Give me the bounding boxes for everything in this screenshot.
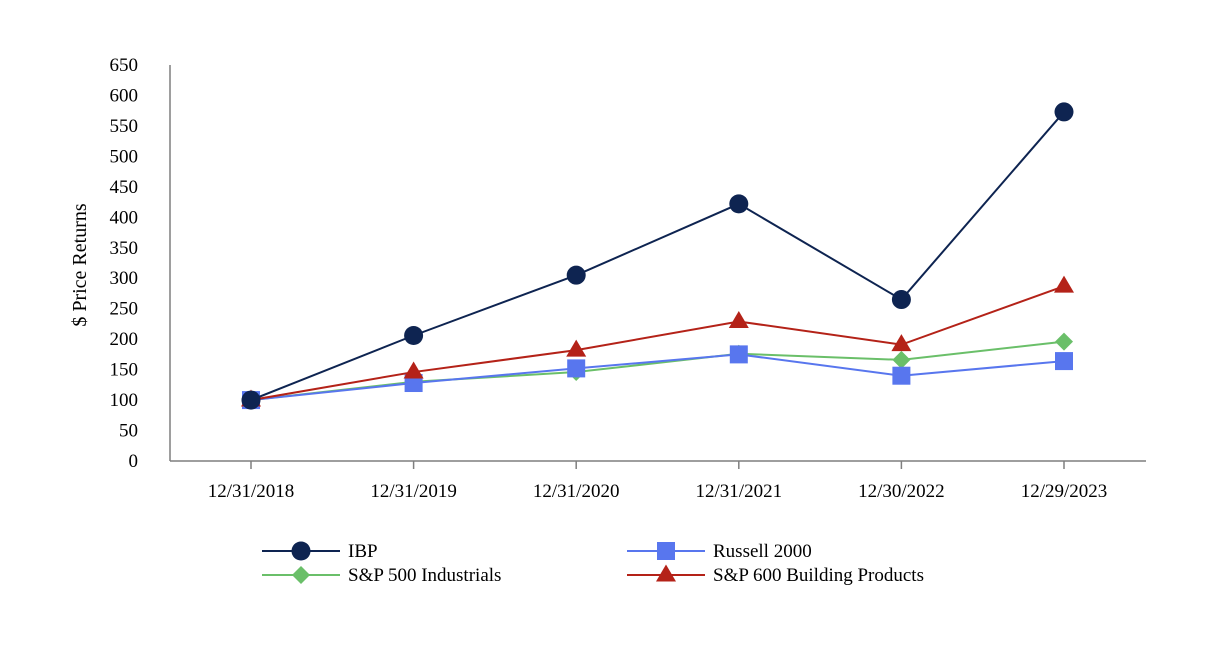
legend-label: S&P 500 Industrials (348, 565, 501, 586)
y-tick-label: 450 (110, 177, 139, 198)
data-point (1054, 102, 1074, 122)
series-line (250, 353, 1065, 402)
data-point (404, 374, 423, 393)
x-tick-label: 12/30/2022 (858, 481, 945, 502)
y-tick-label: 500 (110, 146, 139, 167)
legend-item: S&P 500 Industrials (262, 565, 501, 586)
legend-label: IBP (348, 541, 378, 562)
data-point (892, 350, 911, 369)
y-tick-label: 200 (110, 329, 139, 350)
y-tick-label: 250 (110, 299, 139, 320)
legend-marker (291, 541, 311, 561)
y-tick-label: 350 (110, 238, 139, 259)
y-tick-label: 0 (129, 451, 139, 472)
data-point (567, 359, 586, 378)
y-tick-label: 600 (110, 85, 139, 106)
x-tick-label: 12/31/2018 (208, 481, 295, 502)
y-tick-label: 300 (110, 268, 139, 289)
y-tick-label: 650 (110, 55, 139, 76)
x-tick-label: 12/29/2023 (1021, 481, 1108, 502)
legend: IBP Russell 2000 S&P 500 Industrials S&P 60… (262, 541, 924, 586)
data-point (729, 194, 749, 214)
y-tick-label: 50 (119, 421, 138, 442)
y-tick-label: 550 (110, 116, 139, 137)
data-point (241, 390, 261, 410)
series-s-p-600-building-products (241, 275, 1074, 407)
data-point (404, 325, 424, 345)
legend-marker (292, 566, 310, 584)
legend-marker (656, 564, 676, 582)
legend-label: S&P 600 Building Products (713, 565, 924, 586)
data-point (1055, 352, 1073, 371)
data-point (1054, 275, 1074, 293)
data-point (728, 310, 749, 328)
legend-item: S&P 600 Building Products (627, 564, 924, 586)
data-point (729, 345, 748, 364)
data-point (566, 339, 587, 357)
legend-label: Russell 2000 (713, 541, 812, 562)
data-point (403, 361, 424, 379)
series-line (250, 285, 1065, 402)
x-tick-label: 12/31/2021 (696, 481, 783, 502)
x-tick-label: 12/31/2019 (370, 481, 457, 502)
y-tick-label: 100 (110, 390, 139, 411)
y-axis: 0 50 100 150 200 250 300 350 400 450 500 550 600 650 (110, 55, 171, 472)
series-lines (241, 102, 1074, 410)
y-tick-label: 150 (110, 360, 139, 381)
data-point (566, 265, 586, 285)
y-tick-label: 400 (110, 207, 139, 228)
x-tick-label: 12/31/2020 (533, 481, 620, 502)
data-point (1055, 332, 1073, 351)
x-axis: 12/31/2018 12/31/2019 12/31/2020 12/31/2021… (170, 460, 1146, 502)
series-ibp (241, 102, 1074, 410)
y-axis-label: $ Price Returns (69, 203, 91, 327)
legend-marker (657, 542, 675, 560)
data-point (892, 366, 911, 385)
series-line (250, 340, 1065, 402)
data-point (891, 290, 911, 310)
series-line (250, 111, 1065, 402)
legend-item: Russell 2000 (627, 541, 812, 562)
data-point (891, 334, 912, 352)
legend-item: IBP (262, 541, 378, 562)
